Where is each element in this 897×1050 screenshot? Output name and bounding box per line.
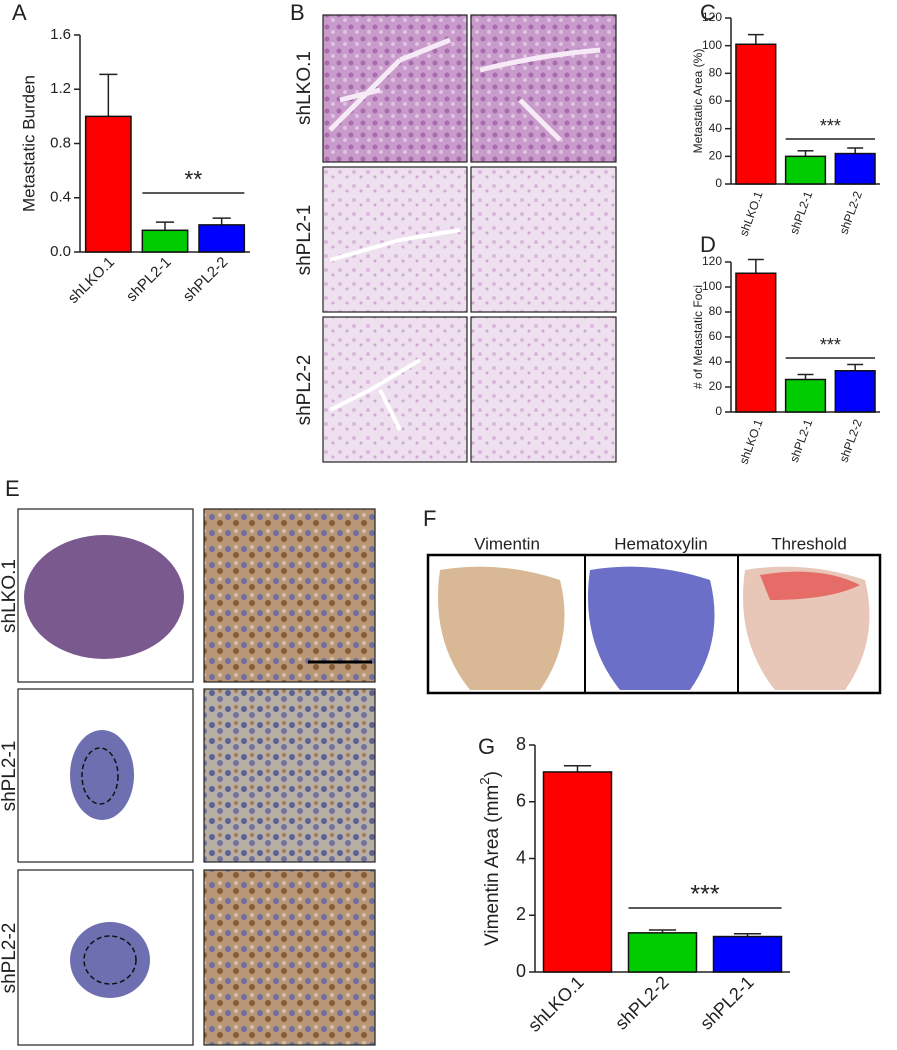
bar bbox=[84, 115, 132, 253]
bar bbox=[784, 155, 827, 185]
row-label: shPL2-2 bbox=[0, 923, 20, 994]
panel-label: A bbox=[12, 0, 27, 25]
bar bbox=[627, 932, 698, 973]
significance-label: *** bbox=[820, 116, 841, 136]
significance-label: ** bbox=[184, 166, 202, 192]
column-label: Hematoxylin bbox=[614, 534, 708, 553]
y-tick-label: 0.0 bbox=[50, 243, 71, 260]
row-label: shPL2-1 bbox=[0, 741, 20, 812]
panel-label: C bbox=[700, 0, 716, 25]
y-tick-label: 0 bbox=[715, 404, 722, 418]
x-tick-label: shPL2-2 bbox=[837, 189, 866, 236]
panel-label: B bbox=[290, 0, 305, 25]
panel-b-images bbox=[322, 14, 617, 463]
y-axis-label: Vimentin Area (mm2) bbox=[477, 771, 503, 946]
y-tick-label: 40 bbox=[709, 354, 723, 368]
y-tick-label: 80 bbox=[709, 66, 723, 80]
x-tick-label: shPL2-2 bbox=[837, 417, 866, 464]
panel-f-images bbox=[426, 553, 882, 695]
panel-label: F bbox=[423, 506, 436, 531]
y-tick-label: 100 bbox=[702, 38, 722, 52]
significance-label: *** bbox=[690, 881, 719, 909]
panel-label: D bbox=[700, 232, 716, 257]
y-tick-label: 6 bbox=[516, 791, 526, 811]
y-tick-label: 0.8 bbox=[50, 134, 71, 151]
x-tick-label: shPL2-2 bbox=[180, 254, 232, 306]
y-tick-label: 1.6 bbox=[50, 26, 71, 43]
y-axis-label: Metastatic Area (%) bbox=[691, 49, 705, 154]
significance-label: *** bbox=[820, 335, 841, 355]
y-axis-label-part: Vimentin Area (mm bbox=[482, 785, 503, 946]
x-tick-label: shPL2-1 bbox=[123, 254, 175, 306]
y-tick-label: 1.2 bbox=[50, 80, 71, 97]
panel-e-images bbox=[17, 508, 376, 1046]
y-tick-label: 80 bbox=[709, 304, 723, 318]
y-tick-label: 0.4 bbox=[50, 189, 71, 206]
x-tick-label: shPL2-1 bbox=[696, 972, 758, 1034]
row-label: shPL2-1 bbox=[294, 205, 315, 276]
bar bbox=[141, 229, 189, 253]
row-label: shLKO.1 bbox=[0, 559, 20, 633]
y-tick-label: 8 bbox=[516, 734, 526, 754]
panel-label: G bbox=[478, 734, 495, 759]
bar bbox=[735, 272, 777, 413]
y-tick-label: 120 bbox=[702, 10, 722, 24]
x-tick-label: shPL2-2 bbox=[611, 972, 673, 1034]
panel-label: E bbox=[5, 476, 20, 501]
y-axis-label: # of Metastatic Foci bbox=[691, 285, 705, 389]
y-tick-label: 60 bbox=[709, 93, 723, 107]
bar bbox=[712, 935, 783, 973]
y-tick-label: 120 bbox=[702, 254, 722, 268]
bar bbox=[784, 378, 827, 413]
y-axis-label-part: ) bbox=[482, 771, 503, 777]
x-tick-label: shLKO.1 bbox=[524, 972, 588, 1036]
y-tick-label: 20 bbox=[709, 379, 723, 393]
column-label: Threshold bbox=[771, 534, 847, 553]
y-tick-label: 0 bbox=[715, 176, 722, 190]
y-axis-label-part: 2 bbox=[477, 777, 492, 784]
x-tick-label: shLKO.1 bbox=[65, 254, 118, 307]
bar bbox=[198, 224, 246, 253]
y-tick-label: 0 bbox=[516, 961, 526, 981]
y-tick-label: 100 bbox=[702, 279, 722, 293]
y-axis-label: Metastatic Burden bbox=[19, 75, 38, 212]
row-label: shLKO.1 bbox=[294, 51, 315, 125]
row-label: shPL2-2 bbox=[294, 355, 315, 426]
bar bbox=[834, 370, 876, 413]
bar bbox=[735, 43, 777, 185]
y-tick-label: 60 bbox=[709, 329, 723, 343]
bar bbox=[834, 152, 876, 185]
y-tick-label: 2 bbox=[516, 904, 526, 924]
y-tick-label: 4 bbox=[516, 847, 526, 867]
y-tick-label: 40 bbox=[709, 121, 723, 135]
x-tick-label: shPL2-1 bbox=[787, 417, 816, 464]
column-label: Vimentin bbox=[474, 534, 540, 553]
x-tick-label: shLKO.1 bbox=[737, 417, 766, 466]
y-tick-label: 20 bbox=[709, 149, 723, 163]
bar bbox=[542, 771, 613, 973]
x-tick-label: shPL2-1 bbox=[787, 189, 816, 236]
x-tick-label: shLKO.1 bbox=[737, 189, 766, 238]
